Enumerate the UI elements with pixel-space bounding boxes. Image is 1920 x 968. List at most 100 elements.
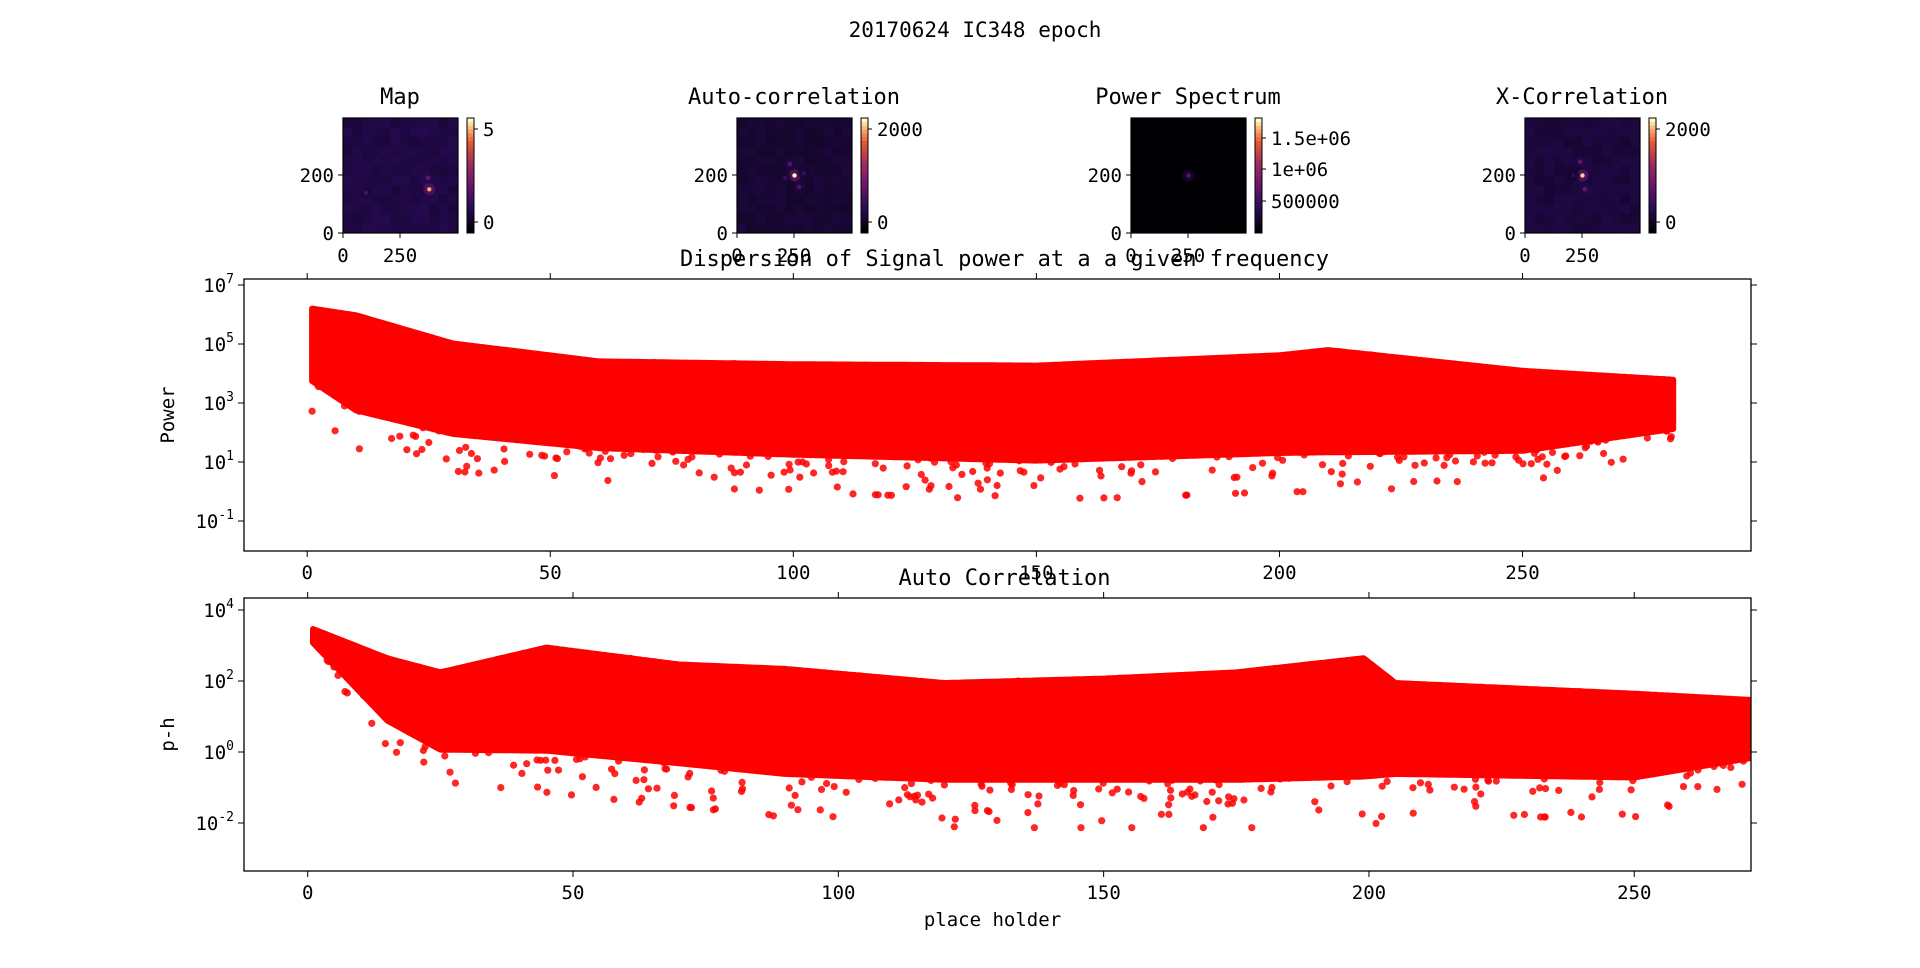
scatter-point xyxy=(905,395,913,403)
scatter-point xyxy=(952,407,960,415)
scatter-point xyxy=(1040,764,1048,772)
heatmap-cell xyxy=(765,194,776,205)
colorbar-segment xyxy=(1255,229,1262,234)
scatter-point xyxy=(1713,711,1721,719)
scatter-point xyxy=(1277,731,1285,739)
scatter-point xyxy=(1009,438,1017,446)
scatter-point xyxy=(1315,668,1323,677)
heatmap-cell xyxy=(1236,223,1247,234)
scatter-point xyxy=(1418,395,1426,403)
scatter-point xyxy=(1515,456,1523,464)
x-tick-label: 250 xyxy=(1171,245,1205,267)
scatter-point xyxy=(1580,736,1588,744)
scatter-point xyxy=(1014,709,1022,717)
scatter-point xyxy=(930,458,939,466)
scatter-point xyxy=(791,791,799,800)
scatter-point xyxy=(833,448,841,456)
scatter-point xyxy=(1240,403,1248,411)
scatter-point xyxy=(818,718,826,726)
colorbar-segment xyxy=(467,217,474,222)
scatter-point xyxy=(1243,437,1252,445)
colorbar-segment xyxy=(861,217,868,222)
scatter-point xyxy=(1483,390,1491,398)
heatmap-cell xyxy=(381,213,392,224)
scatter-point xyxy=(717,412,725,420)
heatmap-cell xyxy=(1572,213,1583,224)
scatter-point xyxy=(996,399,1004,407)
scatter-point xyxy=(1095,689,1103,697)
scatter-point xyxy=(763,740,771,748)
colorbar-segment xyxy=(467,183,474,188)
scatter-point xyxy=(1391,370,1399,379)
scatter-point xyxy=(1568,436,1576,444)
scatter-point xyxy=(715,389,723,397)
scatter-point xyxy=(1077,824,1085,832)
heatmap-cell xyxy=(362,146,373,157)
scatter-point xyxy=(1161,409,1169,417)
scatter-point xyxy=(996,469,1004,477)
heatmap-cell xyxy=(1592,137,1602,148)
scatter-point xyxy=(708,787,716,795)
scatter-point xyxy=(554,766,563,774)
scatter-point xyxy=(1502,710,1510,719)
heatmap-cell xyxy=(1236,185,1247,195)
scatter-point xyxy=(1694,783,1702,791)
y-tick-label: 107 xyxy=(203,272,234,297)
scatter-point xyxy=(1344,452,1352,460)
scatter-point xyxy=(1100,744,1108,752)
scatter-point xyxy=(418,445,426,454)
scatter-point xyxy=(1475,711,1483,719)
heatmap-cell xyxy=(410,137,420,148)
scatter-point xyxy=(661,765,669,773)
scatter-point xyxy=(355,445,363,453)
scatter-point xyxy=(785,485,793,493)
scatter-point xyxy=(1214,368,1222,376)
heatmap-cell xyxy=(1188,185,1199,195)
scatter-point xyxy=(1090,433,1098,441)
scatter-point xyxy=(1614,745,1623,753)
scatter-point xyxy=(1559,407,1568,415)
scatter-point xyxy=(832,708,840,716)
scatter-point xyxy=(317,352,325,360)
heatmap-cell xyxy=(1236,175,1247,186)
x-tick-label: 250 xyxy=(1617,882,1651,904)
scatter-point xyxy=(991,492,999,500)
scatter-point xyxy=(518,740,526,749)
scatter-point xyxy=(1483,434,1491,442)
colorbar-segment xyxy=(861,160,868,165)
heatmap-cell xyxy=(804,213,814,224)
colorbar-segment xyxy=(1255,183,1262,188)
heatmap-cell xyxy=(737,185,747,195)
colorbar-segment xyxy=(1255,152,1262,157)
heatmap-cell xyxy=(1544,118,1555,128)
scatter-point xyxy=(431,338,439,346)
scatter-point xyxy=(326,315,334,323)
scatter-point xyxy=(985,415,994,423)
colorbar-tick-label: 0 xyxy=(877,212,888,234)
scatter-point xyxy=(1367,382,1375,390)
colorbar-segment xyxy=(861,190,868,196)
scatter-point xyxy=(1567,808,1575,817)
scatter-point xyxy=(1017,735,1025,743)
scatter-point xyxy=(1641,697,1649,706)
scatter-point xyxy=(1173,732,1181,740)
scatter-point xyxy=(1394,720,1402,728)
heatmap-cell xyxy=(746,127,757,138)
scatter-point xyxy=(801,406,809,415)
scatter-point xyxy=(1459,717,1467,726)
scatter-point xyxy=(373,408,381,416)
heatmap-cell xyxy=(429,223,440,234)
heatmap-cell xyxy=(1553,194,1564,205)
heatmap-cell xyxy=(1140,185,1151,195)
heatmap-cell xyxy=(813,156,824,167)
scatter-point xyxy=(467,449,475,458)
heatmap-cell xyxy=(381,175,392,186)
scatter-point xyxy=(685,693,693,701)
scatter-point xyxy=(686,706,695,714)
scatter-point xyxy=(1062,433,1070,441)
scatter-point xyxy=(1027,429,1035,437)
scatter-point xyxy=(952,378,960,386)
scatter-point xyxy=(392,748,401,756)
scatter-point xyxy=(1610,406,1618,414)
scatter-point xyxy=(501,429,509,437)
